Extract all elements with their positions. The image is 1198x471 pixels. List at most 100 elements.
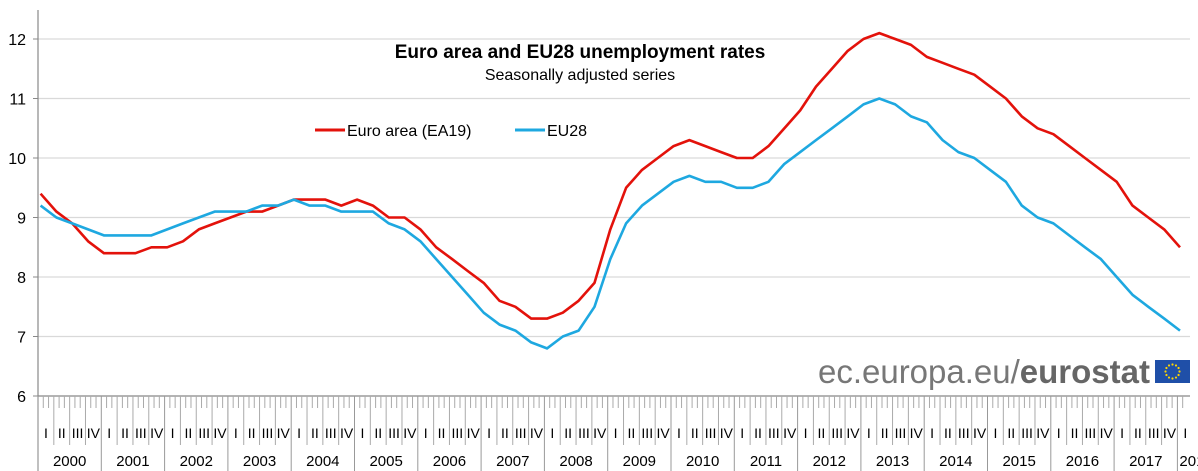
quarter-label: III xyxy=(705,425,717,441)
year-label: 2013 xyxy=(876,453,909,470)
quarter-label: I xyxy=(171,425,175,441)
quarter-label: III xyxy=(325,425,337,441)
quarter-label: IV xyxy=(87,425,101,441)
quarter-label: II xyxy=(184,425,192,441)
y-tick-label: 7 xyxy=(17,330,26,347)
quarter-label: IV xyxy=(340,425,354,441)
quarter-label: IV xyxy=(593,425,607,441)
quarter-label: II xyxy=(1071,425,1079,441)
quarter-label: IV xyxy=(910,425,924,441)
quarter-label: III xyxy=(1085,425,1097,441)
y-tick-label: 12 xyxy=(8,32,26,49)
quarter-label: III xyxy=(831,425,843,441)
eurostat-watermark: ec.europa.eu/eurostat xyxy=(818,353,1190,390)
quarter-label: I xyxy=(1057,425,1061,441)
flag-star xyxy=(1171,363,1174,366)
quarter-label: IV xyxy=(1100,425,1114,441)
quarter-label: IV xyxy=(467,425,481,441)
quarter-label: IV xyxy=(403,425,417,441)
quarter-label: IV xyxy=(656,425,670,441)
quarter-label: II xyxy=(1007,425,1015,441)
quarter-label: I xyxy=(487,425,491,441)
flag-star xyxy=(1174,376,1178,379)
series-line-ea19 xyxy=(39,31,1181,320)
quarter-label: I xyxy=(550,425,554,441)
chart-subtitle: Seasonally adjusted series xyxy=(485,67,675,84)
quarter-label: II xyxy=(628,425,636,441)
y-tick-label: 6 xyxy=(17,389,26,406)
quarter-label: IV xyxy=(150,425,164,441)
quarter-label: IV xyxy=(1163,425,1177,441)
quarter-label: II xyxy=(501,425,509,441)
year-label: 2011 xyxy=(750,453,782,470)
year-label: 2001 xyxy=(116,453,149,470)
flag-star xyxy=(1171,377,1174,380)
year-label: 2016 xyxy=(1066,453,1099,470)
quarter-label: II xyxy=(121,425,129,441)
quarter-label: IV xyxy=(846,425,860,441)
flag-star xyxy=(1178,370,1181,373)
quarter-label: II xyxy=(817,425,825,441)
quarter-label: I xyxy=(234,425,238,441)
watermark-site: ec.europa.eu/ xyxy=(818,353,1021,390)
quarter-label: II xyxy=(691,425,699,441)
year-label: 2007 xyxy=(496,453,529,470)
quarter-label: I xyxy=(1120,425,1124,441)
quarter-label: III xyxy=(198,425,210,441)
y-tick-label: 9 xyxy=(17,211,26,228)
quarter-label: II xyxy=(944,425,952,441)
flag-star xyxy=(1165,373,1168,377)
series-lines xyxy=(39,31,1181,350)
quarter-label: IV xyxy=(277,425,291,441)
quarter-label: I xyxy=(740,425,744,441)
year-label: 2018 xyxy=(1179,453,1198,470)
year-label: 2009 xyxy=(623,453,656,470)
legend: Euro area (EA19) EU28 xyxy=(315,123,587,140)
quarter-label: I xyxy=(993,425,997,441)
svg-text:ec.europa.eu/eurostat: ec.europa.eu/eurostat xyxy=(818,353,1150,390)
quarter-label: IV xyxy=(783,425,797,441)
year-label: 2003 xyxy=(243,453,276,470)
year-label: 2017 xyxy=(1129,453,1162,470)
quarter-label: III xyxy=(388,425,400,441)
quarter-label: III xyxy=(1021,425,1033,441)
flag-star xyxy=(1164,370,1167,373)
quarter-label: III xyxy=(262,425,274,441)
flag-star xyxy=(1177,366,1180,370)
year-label: 2002 xyxy=(180,453,213,470)
quarter-label: II xyxy=(1134,425,1142,441)
year-label: 2004 xyxy=(306,453,339,470)
quarter-label: II xyxy=(564,425,572,441)
quarter-label: III xyxy=(135,425,147,441)
flag-star xyxy=(1167,364,1171,367)
quarter-label: I xyxy=(44,425,48,441)
quarter-label: II xyxy=(438,425,446,441)
quarter-label: III xyxy=(578,425,590,441)
quarter-label: II xyxy=(311,425,319,441)
quarter-label: I xyxy=(804,425,808,441)
quarter-label: II xyxy=(754,425,762,441)
quarter-label: IV xyxy=(1036,425,1050,441)
year-label: 2015 xyxy=(1002,453,1035,470)
year-label: 2014 xyxy=(939,453,972,470)
quarter-label: I xyxy=(360,425,364,441)
series-line-eu28 xyxy=(39,97,1181,350)
quarter-label: III xyxy=(1148,425,1160,441)
y-tick-label: 11 xyxy=(9,92,26,109)
year-label: 2000 xyxy=(53,453,86,470)
year-label: 2008 xyxy=(559,453,592,470)
quarter-label: III xyxy=(958,425,970,441)
quarter-label: I xyxy=(297,425,301,441)
quarter-label: I xyxy=(930,425,934,441)
quarter-label: II xyxy=(58,425,66,441)
flag-star xyxy=(1165,366,1168,370)
quarter-label: III xyxy=(768,425,780,441)
flag-star xyxy=(1177,373,1180,377)
y-axis: 6 7 8 9 10 11 12 xyxy=(8,10,39,471)
quarter-label: I xyxy=(867,425,871,441)
quarter-label: I xyxy=(1183,425,1187,441)
year-label: 2010 xyxy=(686,453,719,470)
year-label: 2006 xyxy=(433,453,466,470)
